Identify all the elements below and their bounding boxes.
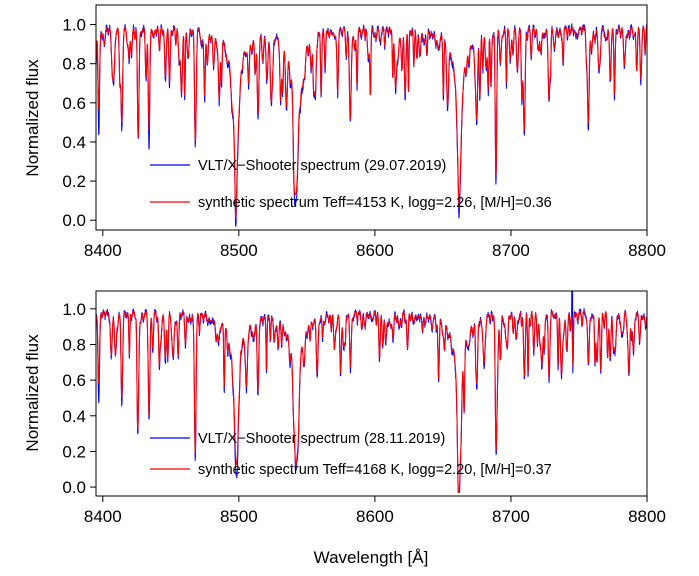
bottom-legend: VLT/X−Shooter spectrum (28.11.2019) synt… [150,431,552,478]
bottom-x-tick-label: 8800 [628,507,666,526]
bottom-panel: 8400 8500 8600 8700 8800 0.0 0.2 0.4 0.6 0.8 1.0 N… [23,290,666,567]
bottom-x-tick-label: 8500 [220,507,258,526]
top-x-tick-label: 8800 [628,241,666,260]
bottom-legend-label-synthetic: synthetic spectrum Teff=4168 K, logg=2.2… [198,462,552,478]
bottom-y-tick-label: 0.0 [62,478,86,497]
bottom-observed-spectrum-line [96,291,647,493]
top-y-tick-label: 0.0 [62,211,86,230]
bottom-y-tick-label: 0.4 [62,407,86,426]
top-y-axis-label: Normalized flux [23,59,42,177]
top-y-tick-label: 0.2 [62,172,86,191]
x-axis-label: Wavelength [Å] [314,548,429,567]
top-legend-label-observed: VLT/X−Shooter spectrum (29.07.2019) [198,158,446,174]
bottom-axis-ticks: 8400 8500 8600 8700 8800 0.0 0.2 0.4 0.6 0.8 1.0 [62,300,666,526]
bottom-y-axis-label: Normalized flux [23,334,42,452]
top-y-tick-label: 0.6 [62,94,86,113]
bottom-x-tick-label: 8700 [492,507,530,526]
top-plot-frame [95,4,648,231]
top-x-tick-label: 8400 [84,241,122,260]
top-y-tick-label: 0.8 [62,55,86,74]
top-y-tick-label: 0.4 [62,133,86,152]
top-x-tick-label: 8700 [492,241,530,260]
bottom-y-tick-label: 1.0 [62,300,86,319]
top-axis-ticks: 8400 8500 8600 8700 8800 0.0 0.2 0.4 0.6 0.8 1.0 [62,16,666,260]
top-x-tick-label: 8500 [220,241,258,260]
bottom-y-tick-label: 0.6 [62,371,86,390]
bottom-x-tick-label: 8600 [356,507,394,526]
bottom-legend-label-observed: VLT/X−Shooter spectrum (28.11.2019) [198,431,445,447]
top-y-tick-label: 1.0 [62,16,86,35]
bottom-spectra-lines [96,291,647,493]
bottom-synthetic-spectrum-line [96,310,647,493]
bottom-x-tick-label: 8400 [84,507,122,526]
bottom-plot-frame [95,290,648,497]
top-spectra-lines [96,23,647,227]
top-x-tick-label: 8600 [356,241,394,260]
bottom-y-tick-label: 0.2 [62,442,86,461]
top-legend-label-synthetic: synthetic spectrum Teff=4153 K, logg=2.2… [198,195,552,211]
top-panel: 8400 8500 8600 8700 8800 0.0 0.2 0.4 0.6 0.8 1.0 N… [23,4,666,260]
bottom-y-tick-label: 0.8 [62,335,86,354]
top-synthetic-spectrum-line [96,26,647,219]
top-legend: VLT/X−Shooter spectrum (29.07.2019) synt… [150,158,552,211]
